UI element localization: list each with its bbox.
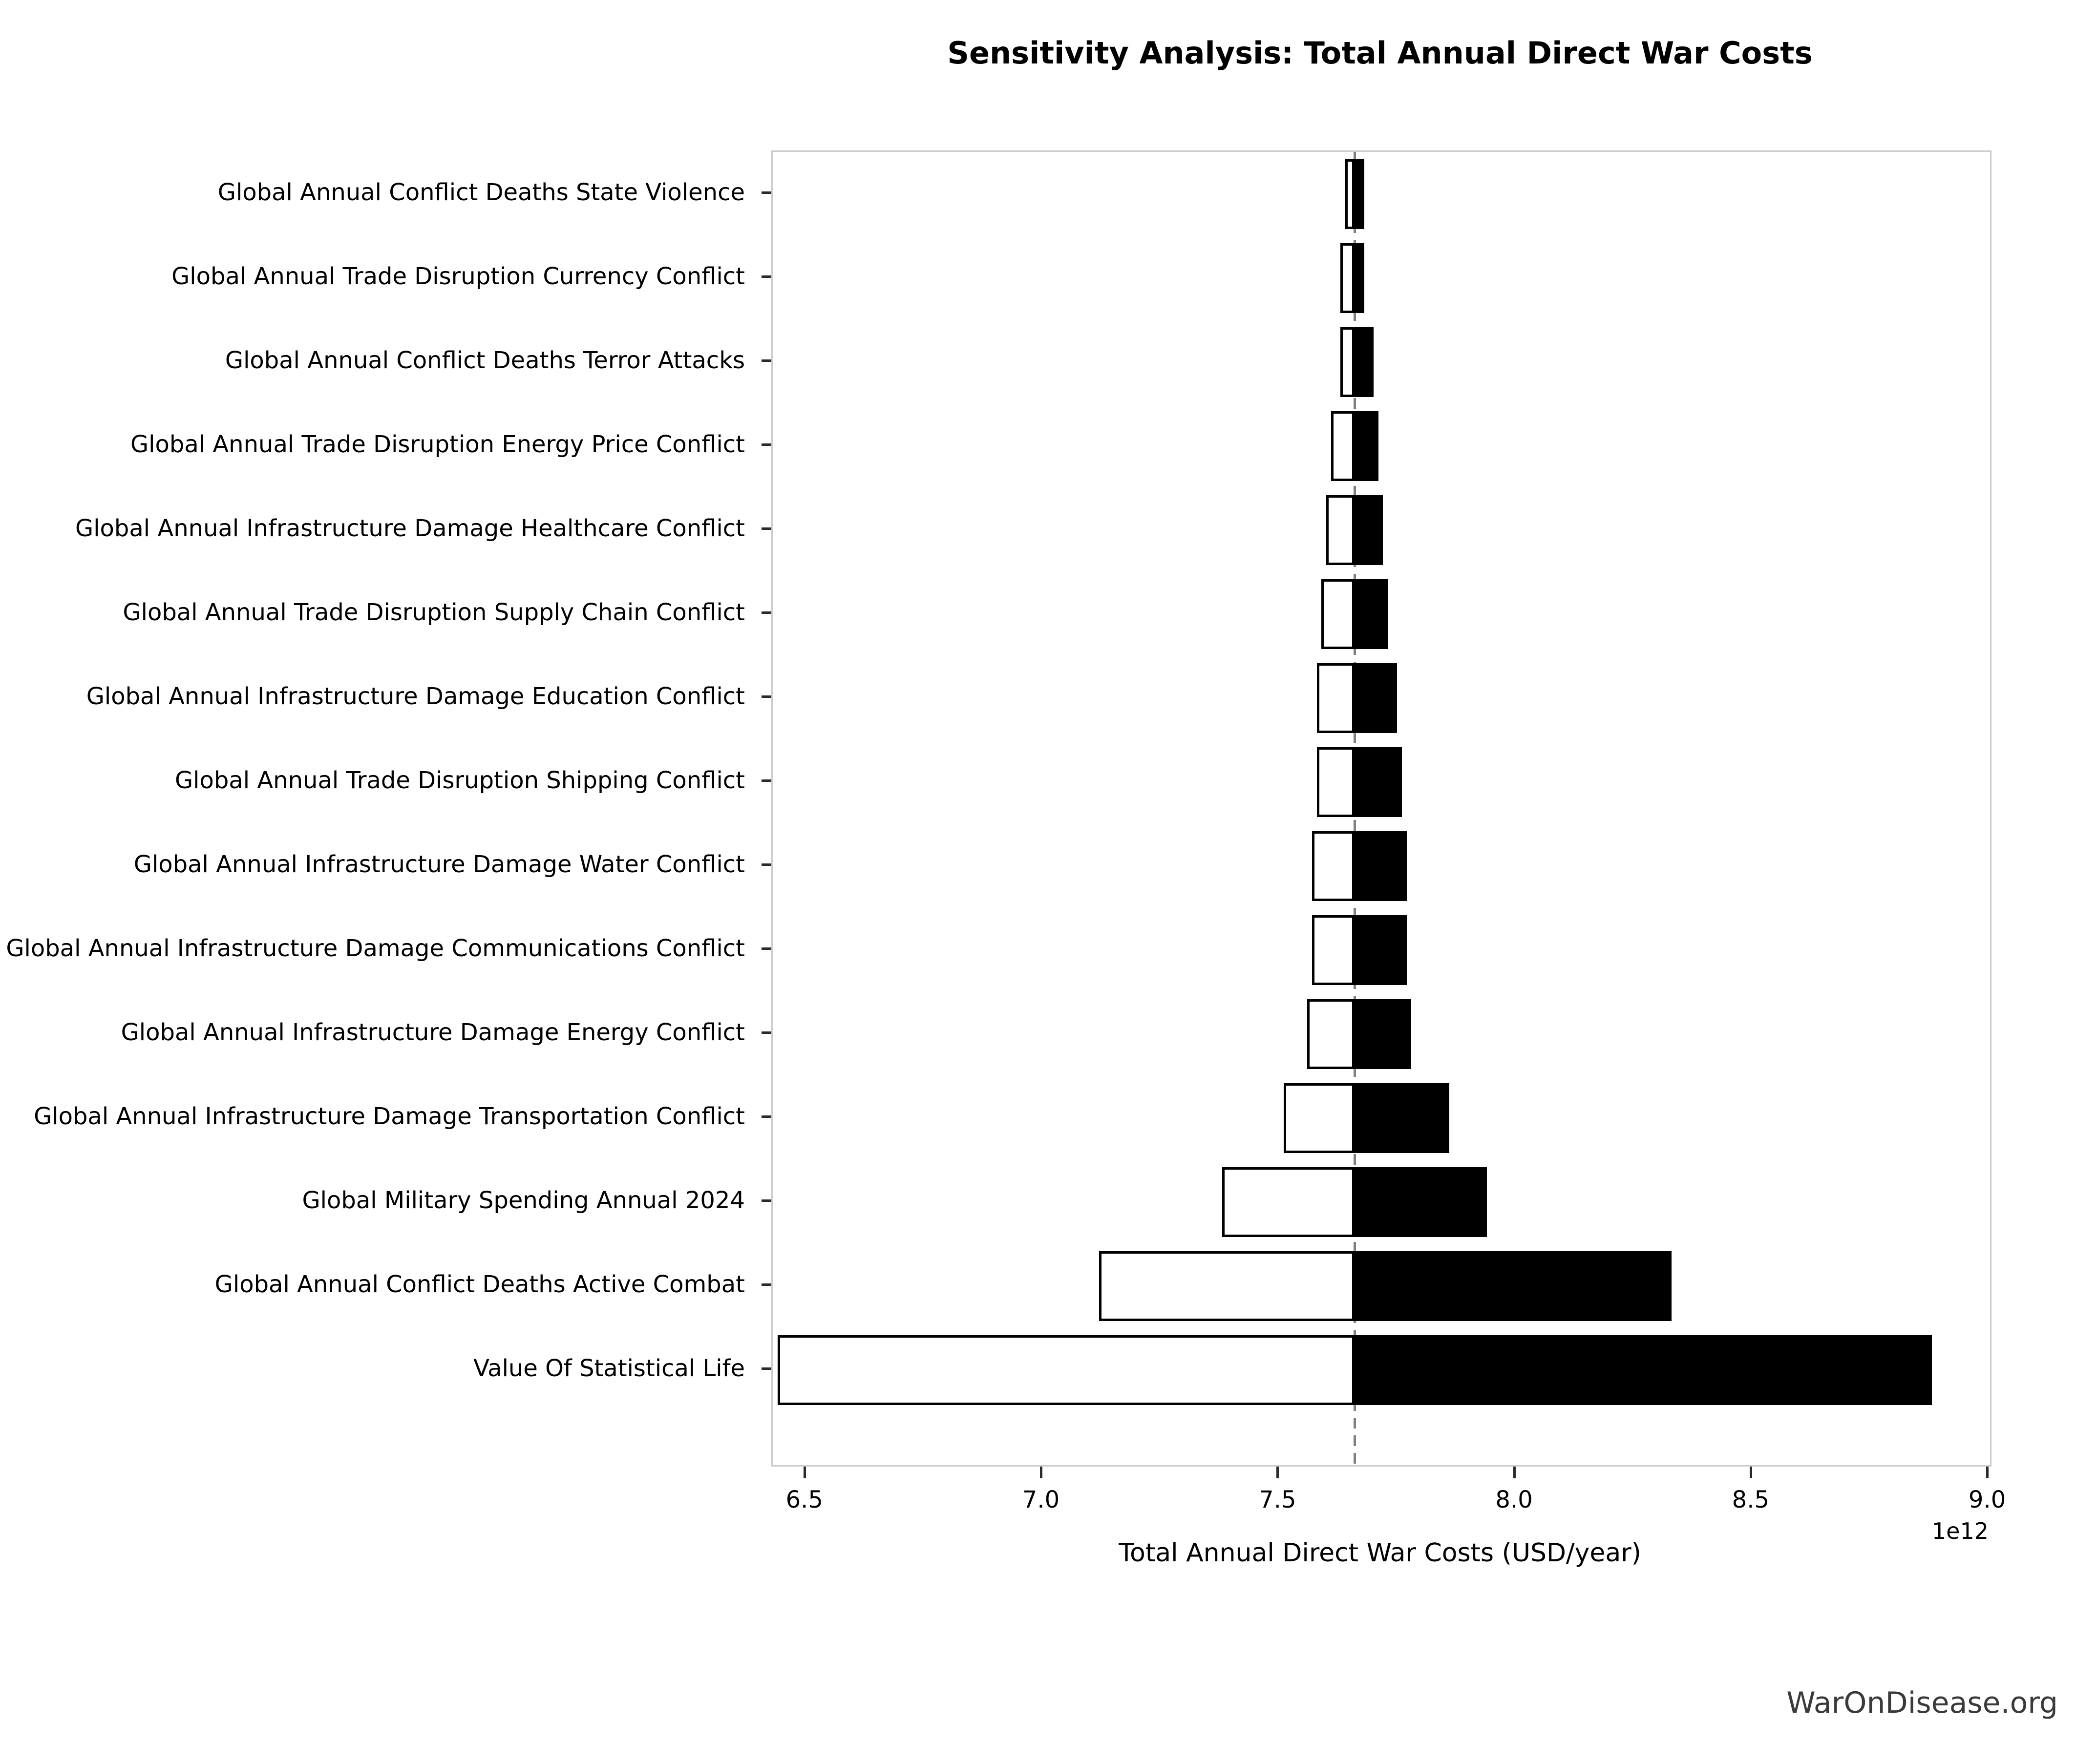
- bar-high-segment: [1355, 915, 1407, 985]
- bar-high-segment: [1355, 831, 1407, 901]
- bar-high-segment: [1355, 579, 1388, 649]
- bar-low-segment: [1331, 411, 1355, 481]
- y-tick-mark: [762, 1031, 771, 1034]
- bar-low-segment: [1340, 327, 1355, 397]
- bar-high-segment: [1355, 159, 1364, 229]
- y-tick-label: Global Annual Trade Disruption Currency …: [171, 263, 745, 290]
- chart-title: Sensitivity Analysis: Total Annual Direc…: [947, 35, 1813, 71]
- bar-high-segment: [1355, 327, 1374, 397]
- y-tick-mark: [762, 191, 771, 194]
- y-tick-label: Global Annual Conflict Deaths Active Com…: [214, 1271, 745, 1298]
- y-tick-label: Global Annual Trade Disruption Energy Pr…: [130, 431, 745, 458]
- x-tick-label: 8.0: [1495, 1486, 1533, 1513]
- bar-low-segment: [1316, 663, 1355, 733]
- bar-low-segment: [1312, 915, 1355, 985]
- y-tick-label: Global Annual Infrastructure Damage Tran…: [34, 1103, 745, 1130]
- bar-low-segment: [1345, 159, 1355, 229]
- bar-high-segment: [1355, 663, 1398, 733]
- plot-area: [771, 150, 1991, 1467]
- y-tick-mark: [762, 1283, 771, 1286]
- x-tick-label: 7.0: [1022, 1486, 1060, 1513]
- bar-high-segment: [1355, 411, 1378, 481]
- x-tick-mark: [1513, 1467, 1516, 1478]
- y-tick-mark: [762, 443, 771, 446]
- x-tick-label: 6.5: [785, 1486, 823, 1513]
- y-tick-mark: [762, 611, 771, 614]
- y-tick-label: Global Annual Infrastructure Damage Ener…: [121, 1019, 745, 1046]
- y-tick-mark: [762, 863, 771, 866]
- x-tick-label: 9.0: [1968, 1486, 2006, 1513]
- y-tick-mark: [762, 1199, 771, 1202]
- y-tick-label: Global Military Spending Annual 2024: [302, 1187, 745, 1214]
- x-axis-label: Total Annual Direct War Costs (USD/year): [1119, 1538, 1641, 1568]
- bar-low-segment: [1307, 999, 1355, 1069]
- y-tick-mark: [762, 359, 771, 362]
- y-tick-label: Global Annual Conflict Deaths State Viol…: [217, 179, 745, 206]
- bar-high-segment: [1355, 243, 1364, 313]
- watermark-text: WarOnDisease.org: [1786, 1686, 2058, 1720]
- bar-low-segment: [1326, 495, 1355, 565]
- bar-low-segment: [1284, 1083, 1355, 1153]
- y-tick-mark: [762, 527, 771, 530]
- bar-high-segment: [1355, 1083, 1449, 1153]
- x-tick-mark: [1276, 1467, 1279, 1478]
- x-axis-offset-label: 1e12: [1931, 1518, 1989, 1544]
- y-tick-label: Global Annual Conflict Deaths Terror Att…: [225, 347, 745, 374]
- bar-low-segment: [1312, 831, 1355, 901]
- y-tick-label: Global Annual Trade Disruption Supply Ch…: [123, 599, 745, 626]
- x-tick-mark: [1040, 1467, 1043, 1478]
- bar-high-segment: [1355, 1167, 1487, 1237]
- bar-low-segment: [1340, 243, 1355, 313]
- x-tick-label: 7.5: [1259, 1486, 1296, 1513]
- y-tick-mark: [762, 947, 771, 950]
- bar-low-segment: [1316, 747, 1355, 817]
- x-tick-mark: [1986, 1467, 1989, 1478]
- y-tick-label: Global Annual Infrastructure Damage Wate…: [133, 851, 745, 878]
- y-tick-mark: [762, 275, 771, 278]
- bar-high-segment: [1355, 1335, 1932, 1405]
- bar-high-segment: [1355, 999, 1412, 1069]
- bar-low-segment: [1099, 1251, 1355, 1321]
- y-tick-mark: [762, 779, 771, 782]
- y-tick-label: Global Annual Infrastructure Damage Comm…: [6, 935, 745, 962]
- y-tick-label: Global Annual Infrastructure Damage Educ…: [86, 683, 745, 710]
- x-tick-mark: [803, 1467, 806, 1478]
- bar-high-segment: [1355, 1251, 1672, 1321]
- bar-low-segment: [1222, 1167, 1355, 1237]
- x-tick-label: 8.5: [1732, 1486, 1769, 1513]
- y-tick-label: Global Annual Infrastructure Damage Heal…: [75, 515, 745, 542]
- bar-low-segment: [777, 1335, 1355, 1405]
- y-tick-mark: [762, 695, 771, 698]
- y-tick-mark: [762, 1367, 771, 1370]
- y-tick-mark: [762, 1115, 771, 1118]
- bar-low-segment: [1321, 579, 1355, 649]
- y-tick-label: Global Annual Trade Disruption Shipping …: [174, 767, 745, 794]
- x-tick-mark: [1749, 1467, 1752, 1478]
- y-tick-label: Value Of Statistical Life: [473, 1355, 745, 1382]
- bar-high-segment: [1355, 747, 1402, 817]
- bar-high-segment: [1355, 495, 1383, 565]
